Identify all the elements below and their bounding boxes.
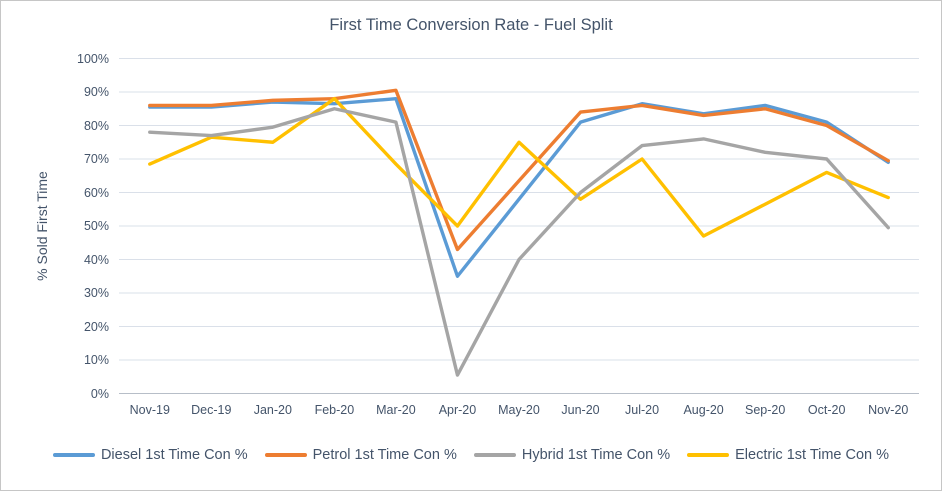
y-tick-label: 50% bbox=[83, 219, 109, 233]
legend-line-swatch-diesel bbox=[52, 452, 95, 458]
y-tick-label: 30% bbox=[83, 286, 109, 300]
legend-item-hybrid: Hybrid 1st Time Con % bbox=[473, 447, 671, 463]
y-tick-label: 60% bbox=[83, 185, 109, 200]
x-tick-label: Nov-20 bbox=[868, 403, 909, 417]
legend-line-swatch-petrol bbox=[264, 452, 307, 458]
legend-item-electric: Electric 1st Time Con % bbox=[687, 447, 889, 463]
x-tick-label: Feb-20 bbox=[314, 403, 355, 417]
series-line-hybrid bbox=[148, 107, 890, 377]
y-tick-label: 0% bbox=[90, 386, 109, 401]
legend-label-diesel: Diesel 1st Time Con % bbox=[100, 447, 248, 463]
y-tick-label: 20% bbox=[83, 319, 109, 334]
legend: Diesel 1st Time Con % Petrol 1st Time Co… bbox=[1, 443, 941, 467]
x-tick-label: Oct-20 bbox=[807, 403, 846, 417]
x-tick-label: Jan-20 bbox=[253, 403, 292, 417]
x-tick-label: Nov-19 bbox=[129, 403, 170, 417]
legend-label-petrol: Petrol 1st Time Con % bbox=[312, 447, 457, 463]
legend-item-petrol: Petrol 1st Time Con % bbox=[264, 447, 457, 463]
legend-line-swatch-electric bbox=[687, 452, 730, 458]
y-tick-label: 90% bbox=[83, 85, 109, 99]
series-line-petrol bbox=[148, 88, 890, 252]
x-tick-label: Sep-20 bbox=[744, 403, 786, 417]
y-tick-label: 10% bbox=[83, 353, 109, 367]
y-tick-label: 40% bbox=[83, 252, 109, 267]
legend-label-electric: Electric 1st Time Con % bbox=[735, 447, 890, 463]
x-tick-label: Jun-20 bbox=[561, 403, 600, 417]
x-tick-label: Jul-20 bbox=[625, 403, 660, 417]
legend-item-diesel: Diesel 1st Time Con % bbox=[52, 447, 248, 463]
y-tick-label: 70% bbox=[83, 152, 109, 166]
y-tick-label: 100% bbox=[77, 51, 109, 66]
x-tick-label: Apr-20 bbox=[438, 403, 477, 417]
x-tick-label: Dec-19 bbox=[191, 403, 232, 417]
legend-label-hybrid: Hybrid 1st Time Con % bbox=[521, 447, 671, 463]
y-tick-label: 80% bbox=[83, 118, 109, 133]
series-line-electric bbox=[148, 96, 890, 238]
x-tick-label: Aug-20 bbox=[683, 403, 724, 417]
x-tick-label: Mar-20 bbox=[376, 403, 416, 417]
x-tick-label: May-20 bbox=[498, 403, 540, 417]
legend-line-swatch-hybrid bbox=[473, 452, 516, 458]
chart-title: First Time Conversion Rate - Fuel Split bbox=[329, 16, 613, 34]
